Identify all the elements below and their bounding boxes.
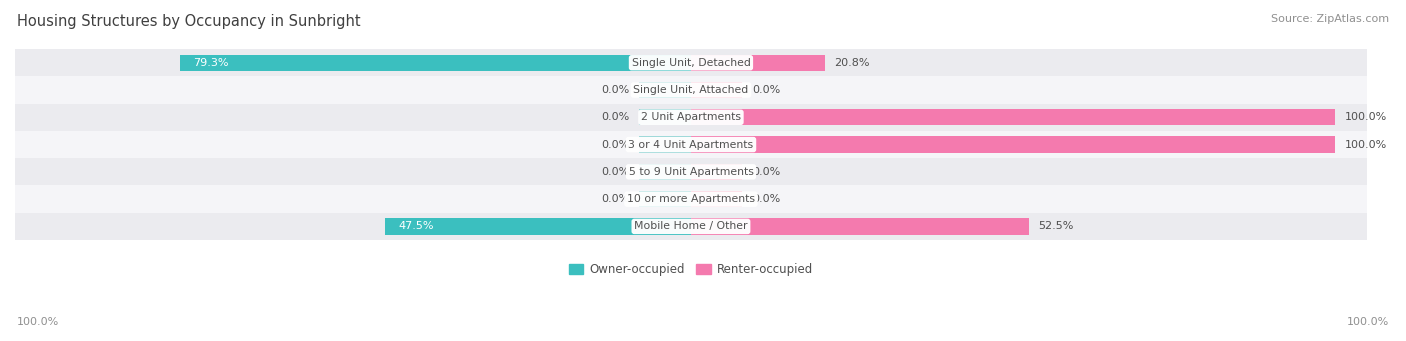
Bar [690,82,742,98]
Bar [640,191,690,207]
Text: 0.0%: 0.0% [602,167,630,177]
Text: 0.0%: 0.0% [752,85,780,95]
Text: 100.0%: 100.0% [1344,112,1386,122]
Text: 0.0%: 0.0% [752,167,780,177]
Bar [15,131,1367,158]
Bar [180,55,690,71]
Text: Housing Structures by Occupancy in Sunbright: Housing Structures by Occupancy in Sunbr… [17,14,360,29]
Bar [15,76,1367,104]
Text: 100.0%: 100.0% [17,317,59,327]
Text: 79.3%: 79.3% [193,58,229,68]
Text: Single Unit, Detached: Single Unit, Detached [631,58,751,68]
Text: 10 or more Apartments: 10 or more Apartments [627,194,755,204]
Bar [690,218,1029,235]
Legend: Owner-occupied, Renter-occupied: Owner-occupied, Renter-occupied [569,263,813,276]
Bar [15,104,1367,131]
Text: 0.0%: 0.0% [602,112,630,122]
Bar [15,158,1367,186]
Bar [15,213,1367,240]
Bar [690,191,742,207]
Bar [690,55,825,71]
Text: 3 or 4 Unit Apartments: 3 or 4 Unit Apartments [628,139,754,150]
Bar [15,49,1367,76]
Bar [15,186,1367,213]
Text: 100.0%: 100.0% [1347,317,1389,327]
Bar [640,136,690,153]
Bar [690,136,1334,153]
Bar [640,164,690,180]
Text: 5 to 9 Unit Apartments: 5 to 9 Unit Apartments [628,167,754,177]
Text: 0.0%: 0.0% [752,194,780,204]
Bar [690,164,742,180]
Text: 47.5%: 47.5% [398,221,433,232]
Bar [385,218,690,235]
Text: 100.0%: 100.0% [1344,139,1386,150]
Text: 0.0%: 0.0% [602,139,630,150]
Text: 0.0%: 0.0% [602,194,630,204]
Text: 2 Unit Apartments: 2 Unit Apartments [641,112,741,122]
Text: Single Unit, Attached: Single Unit, Attached [633,85,748,95]
Text: 0.0%: 0.0% [602,85,630,95]
Text: 20.8%: 20.8% [835,58,870,68]
Bar [690,109,1334,125]
Bar [640,82,690,98]
Text: 52.5%: 52.5% [1039,221,1074,232]
Text: Mobile Home / Other: Mobile Home / Other [634,221,748,232]
Text: Source: ZipAtlas.com: Source: ZipAtlas.com [1271,14,1389,24]
Bar [640,109,690,125]
